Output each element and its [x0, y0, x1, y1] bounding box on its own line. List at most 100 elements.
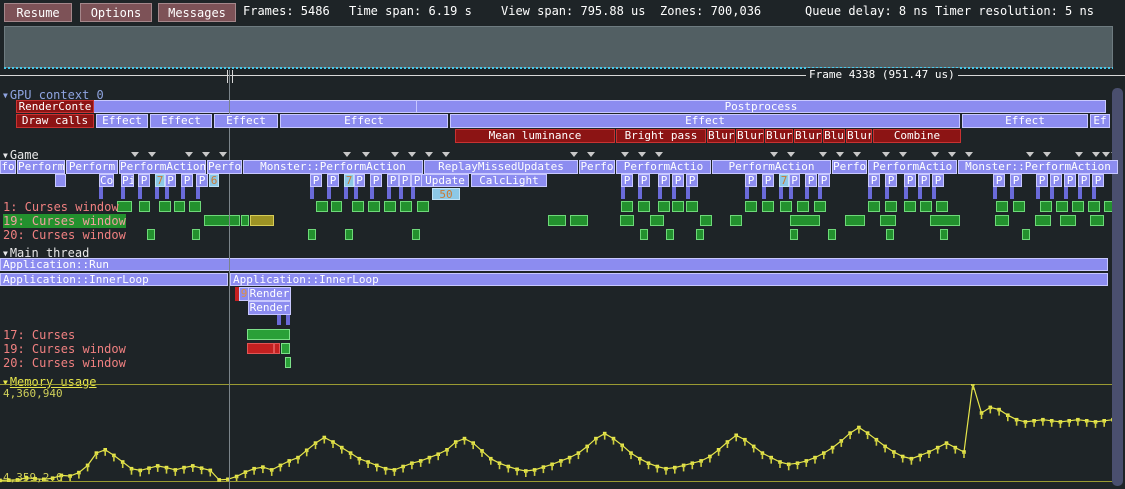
- zone-block[interactable]: P: [354, 174, 365, 187]
- zone-block[interactable]: P: [762, 174, 774, 187]
- zone-block[interactable]: P: [165, 174, 176, 187]
- resume-button[interactable]: Resume: [4, 3, 72, 22]
- thread-block[interactable]: [762, 201, 774, 212]
- zone-block[interactable]: P: [327, 174, 339, 187]
- app-innerloop-zone-2[interactable]: Application::InnerLoop: [230, 273, 1108, 286]
- thread-block[interactable]: [814, 201, 826, 212]
- thread-block[interactable]: [1013, 201, 1025, 212]
- thread-block[interactable]: [790, 215, 820, 226]
- thread-block[interactable]: [658, 201, 670, 212]
- thread-block[interactable]: [368, 201, 380, 212]
- thread-block[interactable]: [274, 343, 280, 354]
- zone-block[interactable]: Bright pass: [616, 129, 706, 143]
- main-thread-row-20[interactable]: 20: Curses window: [3, 356, 126, 370]
- group-header-gpu-context-0[interactable]: ▼ GPU context 0: [3, 88, 104, 102]
- thread-block[interactable]: [780, 201, 792, 212]
- zone-block[interactable]: P: [1010, 174, 1022, 187]
- zone-block[interactable]: P: [745, 174, 757, 187]
- messages-button[interactable]: Messages: [158, 3, 236, 22]
- zone-block[interactable]: Blur: [794, 129, 822, 143]
- zone-block[interactable]: PerformActio: [616, 160, 711, 174]
- zone-block[interactable]: 7: [155, 174, 165, 187]
- thread-block[interactable]: [247, 343, 274, 354]
- thread-block[interactable]: [920, 201, 932, 212]
- zone-block[interactable]: P: [621, 174, 633, 187]
- thread-block[interactable]: [1056, 201, 1068, 212]
- thread-block[interactable]: [828, 229, 836, 240]
- zone-block[interactable]: CalcLight: [471, 174, 547, 187]
- thread-block[interactable]: [936, 201, 948, 212]
- zone-block[interactable]: P: [411, 174, 423, 187]
- app-innerloop-zone[interactable]: Application::InnerLoop: [0, 273, 228, 286]
- group-header-memory-usage[interactable]: ▼ Memory usage: [3, 375, 97, 389]
- thread-block[interactable]: [1090, 215, 1104, 226]
- postprocess-zone[interactable]: Postprocess: [416, 100, 1106, 113]
- thread-block[interactable]: [886, 229, 894, 240]
- thread-block[interactable]: [570, 215, 588, 226]
- zone-block[interactable]: Effect: [280, 114, 448, 128]
- zone-block[interactable]: Ef: [1090, 114, 1110, 128]
- zone-block[interactable]: Perform: [66, 160, 118, 174]
- zone-badge[interactable]: 50: [432, 188, 460, 200]
- thread-block[interactable]: [281, 343, 290, 354]
- zone-block[interactable]: PerformAction: [712, 160, 831, 174]
- thread-block[interactable]: [345, 229, 353, 240]
- zone-block[interactable]: P: [932, 174, 944, 187]
- thread-block[interactable]: [308, 229, 316, 240]
- zone-block[interactable]: P: [789, 174, 800, 187]
- thread-block[interactable]: [1022, 229, 1030, 240]
- thread-block[interactable]: [204, 215, 240, 226]
- timeline-scrollbar[interactable]: [1112, 88, 1123, 486]
- thread-block[interactable]: [930, 215, 960, 226]
- thread-block[interactable]: [1035, 215, 1051, 226]
- zone-block[interactable]: Pi: [121, 174, 134, 187]
- zone-block[interactable]: P: [672, 174, 684, 187]
- zone-block[interactable]: P: [1064, 174, 1076, 187]
- zone-block[interactable]: ReplayMissedUpdates: [424, 160, 578, 174]
- thread-block[interactable]: [868, 201, 880, 212]
- zone-block[interactable]: P: [138, 174, 150, 187]
- frame-overview-strip[interactable]: [4, 26, 1113, 68]
- zone-block[interactable]: Blur: [846, 129, 872, 143]
- thread-block[interactable]: [1088, 201, 1100, 212]
- thread-block[interactable]: [285, 357, 291, 368]
- zone-block[interactable]: P: [904, 174, 916, 187]
- zone-block[interactable]: Co: [99, 174, 114, 187]
- thread-block[interactable]: [885, 201, 897, 212]
- thread-block[interactable]: [117, 201, 132, 212]
- zone-block[interactable]: Mean luminance: [455, 129, 615, 143]
- zone-block[interactable]: Perfo: [579, 160, 615, 174]
- thread-block[interactable]: [797, 201, 809, 212]
- thread-block[interactable]: [745, 201, 757, 212]
- thread-block[interactable]: [412, 229, 420, 240]
- main-thread-row-17[interactable]: 17: Curses: [3, 328, 76, 342]
- zone-block[interactable]: Effect: [150, 114, 212, 128]
- thread-block[interactable]: [189, 201, 201, 212]
- thread-block[interactable]: [1060, 215, 1076, 226]
- zone-block[interactable]: P: [181, 174, 193, 187]
- zone-block[interactable]: RenderConte: [16, 100, 94, 113]
- thread-block[interactable]: [250, 215, 274, 226]
- zone-block[interactable]: P: [885, 174, 897, 187]
- thread-block[interactable]: [621, 201, 633, 212]
- thread-block[interactable]: [696, 229, 704, 240]
- zone-block[interactable]: Blu: [823, 129, 845, 143]
- zone-block[interactable]: P: [1036, 174, 1048, 187]
- zone-block[interactable]: P: [1092, 174, 1104, 187]
- zone-block[interactable]: Perfo: [207, 160, 242, 174]
- thread-block[interactable]: [1040, 201, 1052, 212]
- thread-block[interactable]: [331, 201, 342, 212]
- thread-block[interactable]: [192, 229, 200, 240]
- zone-block[interactable]: P: [818, 174, 830, 187]
- thread-block[interactable]: [139, 201, 150, 212]
- thread-block[interactable]: [638, 201, 650, 212]
- zone-block[interactable]: Monster::PerformAction: [958, 160, 1118, 174]
- zone-block[interactable]: 7: [344, 174, 354, 187]
- zone-block[interactable]: Perfo: [832, 160, 867, 174]
- zone-block[interactable]: Blur: [707, 129, 735, 143]
- zone-block[interactable]: Effect: [96, 114, 148, 128]
- thread-block[interactable]: [940, 229, 948, 240]
- zone-block[interactable]: P: [638, 174, 650, 187]
- zone-block[interactable]: P: [686, 174, 698, 187]
- thread-block[interactable]: [790, 229, 798, 240]
